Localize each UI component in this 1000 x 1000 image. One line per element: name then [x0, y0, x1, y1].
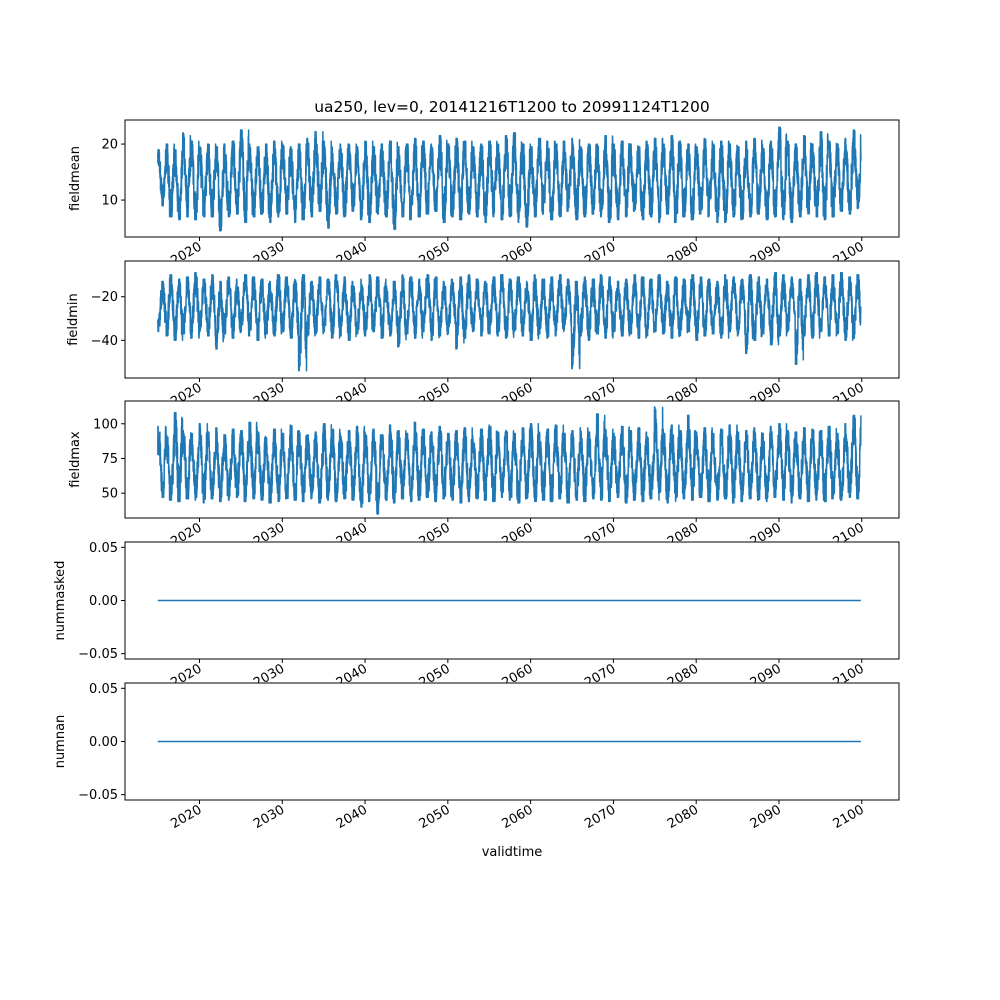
- y-tick-label: 10: [101, 194, 118, 209]
- y-axis-label: numnan: [53, 715, 68, 769]
- y-tick-label: 20: [101, 138, 118, 153]
- y-tick-label: −20: [91, 290, 118, 305]
- fieldmean-series-line: [157, 126, 862, 232]
- axes-frame: [124, 260, 900, 379]
- y-axis-label: fieldmax: [68, 431, 83, 488]
- y-tick-label: 0.05: [89, 541, 118, 556]
- y-axis-label: nummasked: [53, 561, 68, 641]
- y-axis-label: fieldmean: [68, 146, 83, 211]
- fieldmax-series-line: [157, 406, 862, 515]
- y-tick-label: 0.05: [89, 682, 118, 697]
- y-tick-label: −0.05: [78, 647, 118, 662]
- x-axis-label: validtime: [482, 845, 543, 860]
- y-tick-label: −40: [91, 334, 118, 349]
- y-tick-label: 50: [101, 487, 118, 502]
- y-tick-label: 100: [93, 417, 118, 432]
- axes-frame: [124, 400, 900, 519]
- y-tick-label: 75: [101, 452, 118, 467]
- axes-frame: [124, 119, 900, 238]
- y-tick-label: 0.00: [89, 735, 118, 750]
- chart-title: ua250, lev=0, 20141216T1200 to 20991124T…: [314, 98, 710, 116]
- y-tick-label: 0.00: [89, 594, 118, 609]
- y-axis-label: fieldmin: [66, 293, 81, 346]
- fieldmin-series-line: [157, 272, 862, 372]
- y-tick-label: −0.05: [78, 788, 118, 803]
